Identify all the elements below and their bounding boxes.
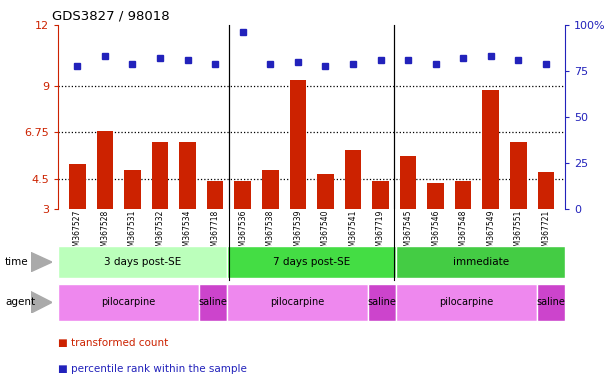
Bar — [396, 284, 537, 321]
Bar — [199, 284, 227, 321]
Bar — [69, 164, 86, 209]
Bar — [396, 246, 565, 278]
Text: saline: saline — [368, 297, 397, 308]
Bar — [372, 180, 389, 209]
Bar — [510, 142, 527, 209]
Text: saline: saline — [536, 297, 566, 308]
Bar — [427, 183, 444, 209]
Bar — [317, 174, 334, 209]
Bar — [537, 284, 565, 321]
Bar — [538, 172, 554, 209]
Text: pilocarpine: pilocarpine — [101, 297, 156, 308]
Text: pilocarpine: pilocarpine — [271, 297, 324, 308]
Polygon shape — [31, 291, 52, 313]
Bar — [227, 246, 396, 278]
Bar — [152, 142, 168, 209]
Bar — [400, 156, 416, 209]
Bar — [58, 284, 199, 321]
Bar — [455, 180, 472, 209]
Text: 7 days post-SE: 7 days post-SE — [273, 257, 350, 267]
Bar — [58, 246, 227, 278]
Text: pilocarpine: pilocarpine — [439, 297, 494, 308]
Bar — [483, 91, 499, 209]
Bar — [227, 284, 368, 321]
Bar — [262, 170, 279, 209]
Bar — [124, 170, 141, 209]
Bar — [345, 150, 361, 209]
Text: saline: saline — [199, 297, 227, 308]
Text: immediate: immediate — [453, 257, 509, 267]
Text: ■ transformed count: ■ transformed count — [58, 338, 168, 348]
Bar — [235, 180, 251, 209]
Text: 3 days post-SE: 3 days post-SE — [104, 257, 181, 267]
Bar — [368, 284, 396, 321]
Bar — [207, 180, 224, 209]
Bar — [179, 142, 196, 209]
Bar — [290, 80, 306, 209]
Text: ■ percentile rank within the sample: ■ percentile rank within the sample — [58, 364, 247, 374]
Text: agent: agent — [5, 297, 35, 308]
Text: time: time — [5, 257, 29, 267]
Polygon shape — [31, 252, 52, 272]
Text: GDS3827 / 98018: GDS3827 / 98018 — [52, 10, 170, 23]
Bar — [97, 131, 113, 209]
